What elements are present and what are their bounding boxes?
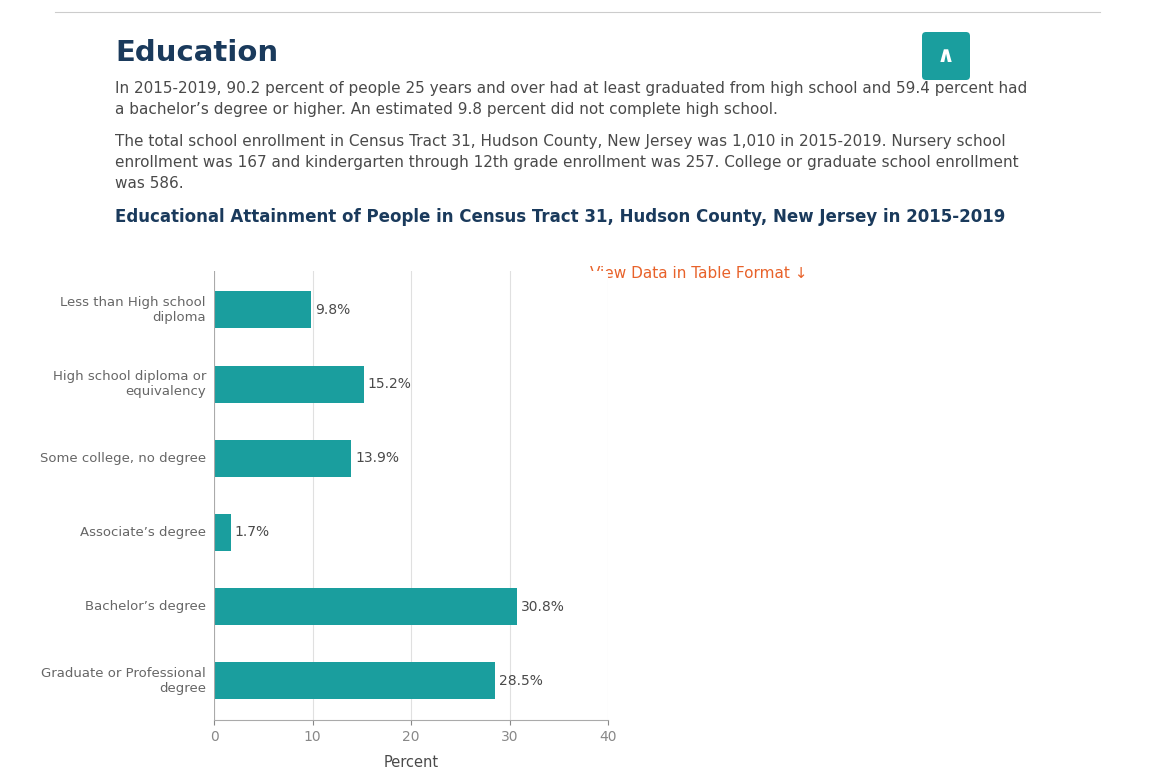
Bar: [214, 663, 494, 700]
Text: View Data in Table Format ↓: View Data in Table Format ↓: [589, 266, 807, 281]
Text: Education: Education: [115, 39, 278, 67]
Bar: [214, 440, 351, 477]
Text: In 2015-2019, 90.2 percent of people 25 years and over had at least graduated fr: In 2015-2019, 90.2 percent of people 25 …: [115, 81, 1027, 96]
Text: 9.8%: 9.8%: [315, 303, 350, 317]
Text: 30.8%: 30.8%: [521, 600, 565, 614]
Bar: [214, 365, 364, 402]
Text: 28.5%: 28.5%: [499, 674, 543, 688]
Text: 15.2%: 15.2%: [368, 377, 411, 391]
Text: The total school enrollment in Census Tract 31, Hudson County, New Jersey was 1,: The total school enrollment in Census Tr…: [115, 134, 1005, 149]
FancyBboxPatch shape: [922, 32, 970, 80]
Text: ∧: ∧: [937, 46, 955, 66]
Text: enrollment was 167 and kindergarten through 12th grade enrollment was 257. Colle: enrollment was 167 and kindergarten thro…: [115, 155, 1019, 170]
Text: a bachelor’s degree or higher. An estimated 9.8 percent did not complete high sc: a bachelor’s degree or higher. An estima…: [115, 102, 778, 117]
Text: 13.9%: 13.9%: [356, 451, 400, 465]
Bar: [214, 588, 518, 625]
Text: 1.7%: 1.7%: [235, 526, 270, 539]
X-axis label: Percent: Percent: [383, 755, 439, 769]
Text: Educational Attainment of People in Census Tract 31, Hudson County, New Jersey i: Educational Attainment of People in Cens…: [115, 208, 1005, 226]
Text: was 586.: was 586.: [115, 176, 184, 191]
Bar: [214, 514, 230, 551]
Bar: [214, 291, 310, 328]
